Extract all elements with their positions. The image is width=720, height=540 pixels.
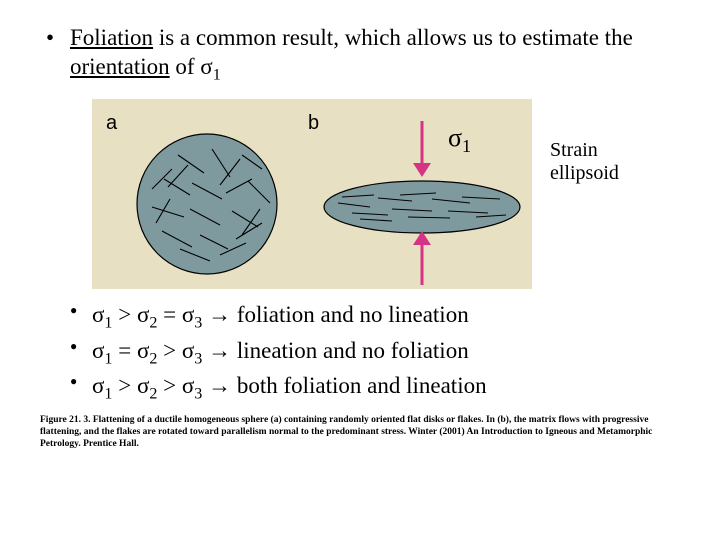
strain-figure: a b σ1 [92,99,532,289]
sigma1-label: σ1 [448,123,471,157]
svg-text:a: a [106,112,118,134]
word-foliation: Foliation [70,25,153,50]
svg-text:b: b [308,112,319,134]
figure-row: a b σ1 Strain ellipsoid [92,99,680,289]
top-bullet: Foliation is a common result, which allo… [40,24,680,85]
cond-1: σ1 > σ2 = σ3 → foliation and no lineatio… [70,299,680,334]
figure-caption: Figure 21. 3. Flattening of a ductile ho… [40,415,680,451]
word-orientation: orientation [70,54,170,79]
cond-2: σ1 = σ2 > σ3 → lineation and no foliatio… [70,335,680,370]
cond-3: σ1 > σ2 > σ3 → both foliation and lineat… [70,370,680,405]
conditions-list: σ1 > σ2 = σ3 → foliation and no lineatio… [70,299,680,405]
side-caption: Strain ellipsoid [550,99,619,185]
